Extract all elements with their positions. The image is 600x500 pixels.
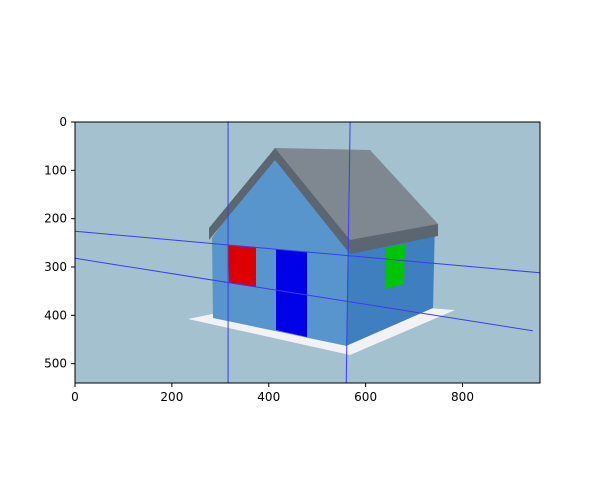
roof-front-edge [209,148,350,254]
x-axis: 0 200 400 600 800 [71,383,474,404]
x-tick-label: 400 [257,390,280,404]
overlay-lines [75,122,540,383]
y-tick-label: 300 [44,260,67,274]
roof-top [275,148,438,240]
y-tick-label: 100 [44,163,67,177]
window-left [228,245,256,287]
overlay-line-2 [345,122,351,383]
y-tick-label: 400 [44,308,67,322]
plot-area [74,121,541,384]
overlay-line-3 [75,230,540,274]
x-tick-label: 0 [71,390,79,404]
x-tick-label: 600 [354,390,377,404]
window-right [385,244,405,289]
axes-frame [74,121,541,384]
y-tick-label: 200 [44,212,67,226]
y-tick-label: 500 [44,357,67,371]
roof-side-edge [350,224,438,254]
x-tick-label: 800 [451,390,474,404]
y-axis: 0 100 200 300 400 500 [44,115,75,371]
overlay-line-4 [75,257,533,332]
y-tick-label: 0 [59,115,67,129]
x-tick-label: 200 [160,390,183,404]
